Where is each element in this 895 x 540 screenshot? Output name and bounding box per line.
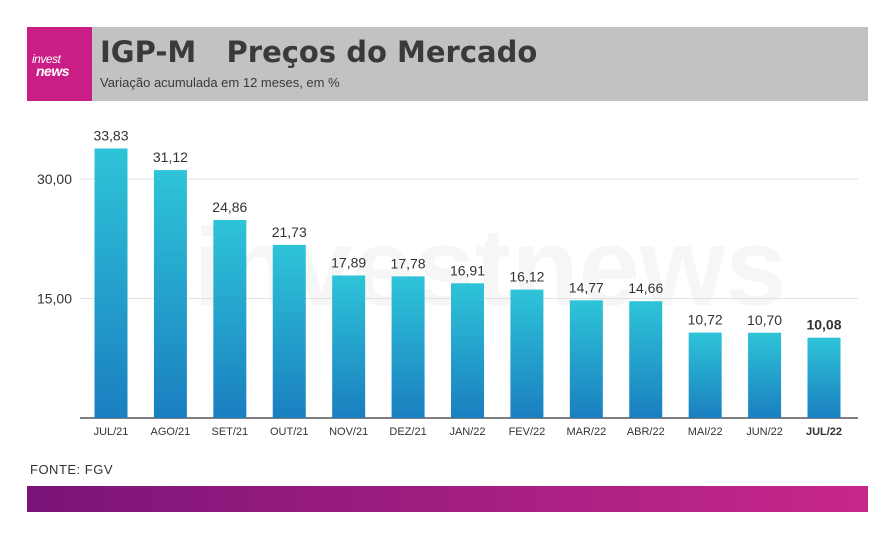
- bar-value-label: 33,83: [93, 127, 128, 143]
- x-tick-label: DEZ/21: [389, 426, 426, 438]
- x-tick-label: NOV/21: [329, 426, 368, 438]
- bar: [272, 244, 306, 418]
- bar-value-label: 10,72: [688, 312, 723, 328]
- bar-value-label: 24,86: [212, 199, 247, 215]
- header-banner: invest news IGP-M Preços do Mercado Vari…: [27, 27, 868, 101]
- chart-subtitle: Variação acumulada em 12 meses, em %: [100, 75, 340, 90]
- bar-value-label: 14,77: [569, 279, 604, 295]
- x-tick-label: SET/21: [211, 426, 248, 438]
- footer-gradient-bar: [27, 486, 868, 512]
- bar: [332, 275, 366, 418]
- x-tick-label: JUL/21: [94, 426, 129, 438]
- x-tick-label: OUT/21: [270, 426, 309, 438]
- bar-value-label: 16,12: [509, 269, 544, 285]
- x-tick-label: MAI/22: [688, 426, 723, 438]
- bar-value-label: 17,89: [331, 254, 366, 270]
- x-tick-label: JUN/22: [746, 426, 783, 438]
- bar-value-label: 10,08: [806, 317, 841, 333]
- x-tick-label: JAN/22: [449, 426, 485, 438]
- bar-value-label: 31,12: [153, 149, 188, 165]
- bar: [807, 337, 841, 418]
- bar: [569, 300, 603, 418]
- x-tick-label: AGO/21: [151, 426, 191, 438]
- x-tick-label: JUL/22: [806, 426, 842, 438]
- y-tick-label: 30,00: [37, 171, 72, 187]
- bar-value-label: 17,78: [391, 255, 426, 271]
- source-note: FONTE: FGV: [30, 462, 113, 477]
- bar: [688, 332, 722, 418]
- bar: [213, 219, 247, 418]
- bar: [153, 170, 187, 418]
- logo-text-news: news: [36, 63, 70, 79]
- bar-value-label: 14,66: [628, 280, 663, 296]
- chart-title: IGP-M Preços do Mercado: [100, 35, 538, 69]
- bar: [629, 301, 663, 418]
- y-tick-label: 15,00: [37, 291, 72, 307]
- bar: [451, 283, 484, 418]
- bar: [748, 332, 782, 418]
- x-tick-label: MAR/22: [566, 426, 606, 438]
- bar-value-label: 16,91: [450, 262, 485, 278]
- x-tick-label: ABR/22: [627, 426, 665, 438]
- logo-text-invest: invest: [32, 52, 61, 66]
- bar-value-label: 21,73: [272, 224, 307, 240]
- bar: [94, 148, 128, 418]
- bar: [510, 289, 544, 418]
- investnews-logo: invest news: [27, 27, 92, 101]
- bar-value-label: 10,70: [747, 312, 782, 328]
- x-tick-label: FEV/22: [509, 426, 546, 438]
- bar: [391, 276, 425, 418]
